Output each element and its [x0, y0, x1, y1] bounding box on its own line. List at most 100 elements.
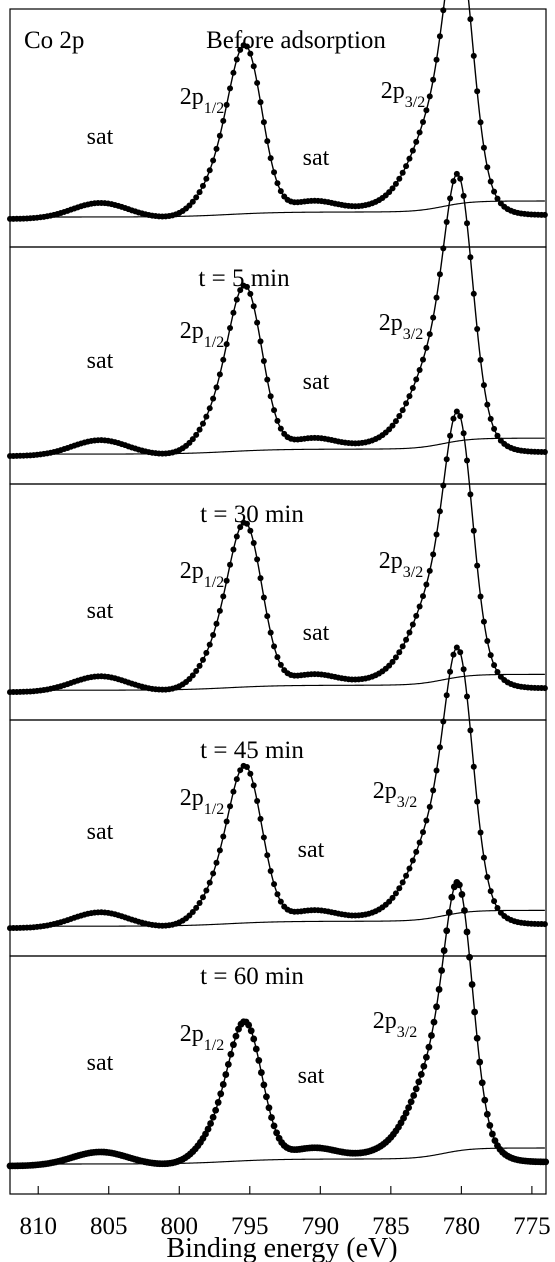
- spectrum-data-point: [471, 1008, 479, 1016]
- spectrum-data-point: [440, 7, 447, 14]
- spectrum-data-point: [189, 436, 196, 443]
- spectrum-data-point: [541, 685, 548, 692]
- spectrum-data-point: [233, 296, 240, 303]
- spectrum-data-point: [474, 562, 481, 569]
- spectrum-data-point: [425, 1043, 433, 1051]
- spectrum-data-point: [216, 371, 223, 378]
- spectrum-data-point: [217, 1090, 225, 1098]
- panel-title: t = 45 min: [200, 737, 304, 764]
- spectrum-data-point: [416, 839, 423, 846]
- spectrum-data-point: [203, 175, 210, 182]
- spectrum-data-point: [426, 331, 433, 338]
- spectrum-data-point: [413, 138, 420, 145]
- spectrum-data-point: [250, 303, 257, 310]
- spectrum-data-point: [233, 56, 240, 63]
- spectrum-data-point: [254, 797, 261, 804]
- spectrum-data-point: [541, 211, 548, 218]
- spectrum-data-point: [271, 407, 278, 414]
- two-p-one-half-label: 2p1/2: [180, 318, 224, 351]
- spectrum-data-point: [494, 668, 501, 675]
- spectrum-data-point: [541, 921, 548, 928]
- left-satellite-label: sat: [87, 819, 114, 845]
- spectrum-data-point: [250, 63, 257, 70]
- spectrum-data-point: [392, 890, 399, 897]
- two-p-three-half-subscript: 3/2: [405, 94, 425, 111]
- spectrum-data-point: [257, 575, 264, 582]
- spectrum-data-point: [220, 356, 227, 363]
- spectrum-data-point: [443, 219, 450, 225]
- spectrum-data-point: [487, 652, 494, 659]
- spectrum-data-point: [222, 1071, 230, 1078]
- spectrum-data-point: [219, 1081, 227, 1088]
- spectrum-data-point: [223, 101, 230, 108]
- spectrum-data-point: [247, 1027, 255, 1035]
- spectrum-data-point: [396, 175, 403, 182]
- spectrum-data-point: [277, 188, 284, 195]
- x-axis-tick-label: 775: [513, 1213, 551, 1240]
- spectrum-data-point: [470, 763, 477, 770]
- spectrum-data-point: [206, 641, 213, 648]
- spectrum-data-point: [403, 636, 410, 643]
- panel-title: Before adsorption: [206, 27, 386, 54]
- co-2p-spectrum-line: [9, 881, 546, 1167]
- spectrum-data-point: [264, 376, 271, 383]
- spectrum-data-point: [396, 885, 403, 892]
- spectrum-data-point: [470, 290, 477, 297]
- spectrum-data-point: [423, 344, 430, 351]
- spectrum-data-point: [227, 325, 234, 331]
- spectrum-data-point: [481, 1096, 489, 1104]
- spectrum-data-point: [406, 155, 413, 162]
- element-label: Co 2p: [24, 27, 84, 54]
- spectrum-data-point: [212, 1106, 220, 1114]
- spectrum-data-point: [232, 1032, 240, 1040]
- two-p-three-half-subscript: 3/2: [403, 326, 423, 343]
- left-satellite-label: sat: [87, 1050, 114, 1076]
- spectrum-data-point: [422, 1053, 430, 1061]
- spectrum-data-point: [461, 907, 468, 914]
- panel-5: t = 60 min sat 2p1/2 sat 2p3/2: [6, 879, 550, 1195]
- spectrum-data-point: [230, 69, 237, 76]
- spectrum-data-point: [415, 1078, 423, 1086]
- spectrum-data-point: [430, 1018, 438, 1026]
- x-axis-tick-label: 805: [90, 1213, 128, 1240]
- spectrum-data-point: [450, 178, 457, 185]
- spectrum-data-point: [399, 643, 406, 650]
- spectrum-data-point: [196, 426, 203, 433]
- panel-3: t = 30 min sat 2p1/2 sat 2p3/2: [7, 408, 548, 721]
- background-baseline: [10, 1147, 545, 1165]
- spectrum-data-point: [206, 405, 213, 412]
- spectrum-data-point: [207, 1120, 214, 1127]
- spectrum-data-point: [467, 727, 474, 734]
- spectrum-data-point: [430, 787, 437, 794]
- spectrum-data-point: [257, 815, 264, 822]
- spectrum-data-point: [199, 656, 206, 663]
- panel-1: Co 2p Before adsorption sat 2p1/2 sat 2p3/2: [7, 0, 548, 248]
- spectrum-data-point: [257, 1069, 265, 1076]
- spectrum-data-point: [267, 155, 274, 162]
- spectrum-data-point: [274, 180, 281, 187]
- x-axis-tick-label: 800: [161, 1213, 199, 1240]
- co-2p-spectrum-line: [9, 173, 546, 457]
- spectrum-data-point: [494, 904, 501, 911]
- spectrum-data-point: [406, 865, 413, 872]
- spectrum-data-point: [420, 356, 426, 363]
- spectrum-data-point: [438, 967, 446, 974]
- spectrum-data-point: [213, 620, 220, 627]
- spectrum-data-point: [416, 603, 423, 610]
- spectrum-data-point: [491, 898, 498, 905]
- middle-satellite-label: sat: [303, 620, 330, 646]
- spectrum-data-point: [428, 1032, 435, 1039]
- spectrum-data-point: [254, 319, 261, 326]
- spectrum-data-point: [440, 718, 447, 725]
- spectrum-data-point: [477, 829, 484, 836]
- spectrum-data-point: [484, 873, 491, 880]
- left-satellite-label: sat: [87, 124, 114, 150]
- spectrum-data-point: [440, 947, 448, 954]
- spectrum-data-point: [396, 412, 403, 419]
- spectrum-data-point: [245, 1021, 253, 1029]
- spectrum-data-point: [210, 632, 217, 639]
- spectrum-data-point: [260, 1081, 268, 1089]
- spectrum-data-point: [216, 847, 223, 854]
- spectrum-data-point: [416, 366, 423, 373]
- x-axis-tick-label: 790: [302, 1213, 340, 1240]
